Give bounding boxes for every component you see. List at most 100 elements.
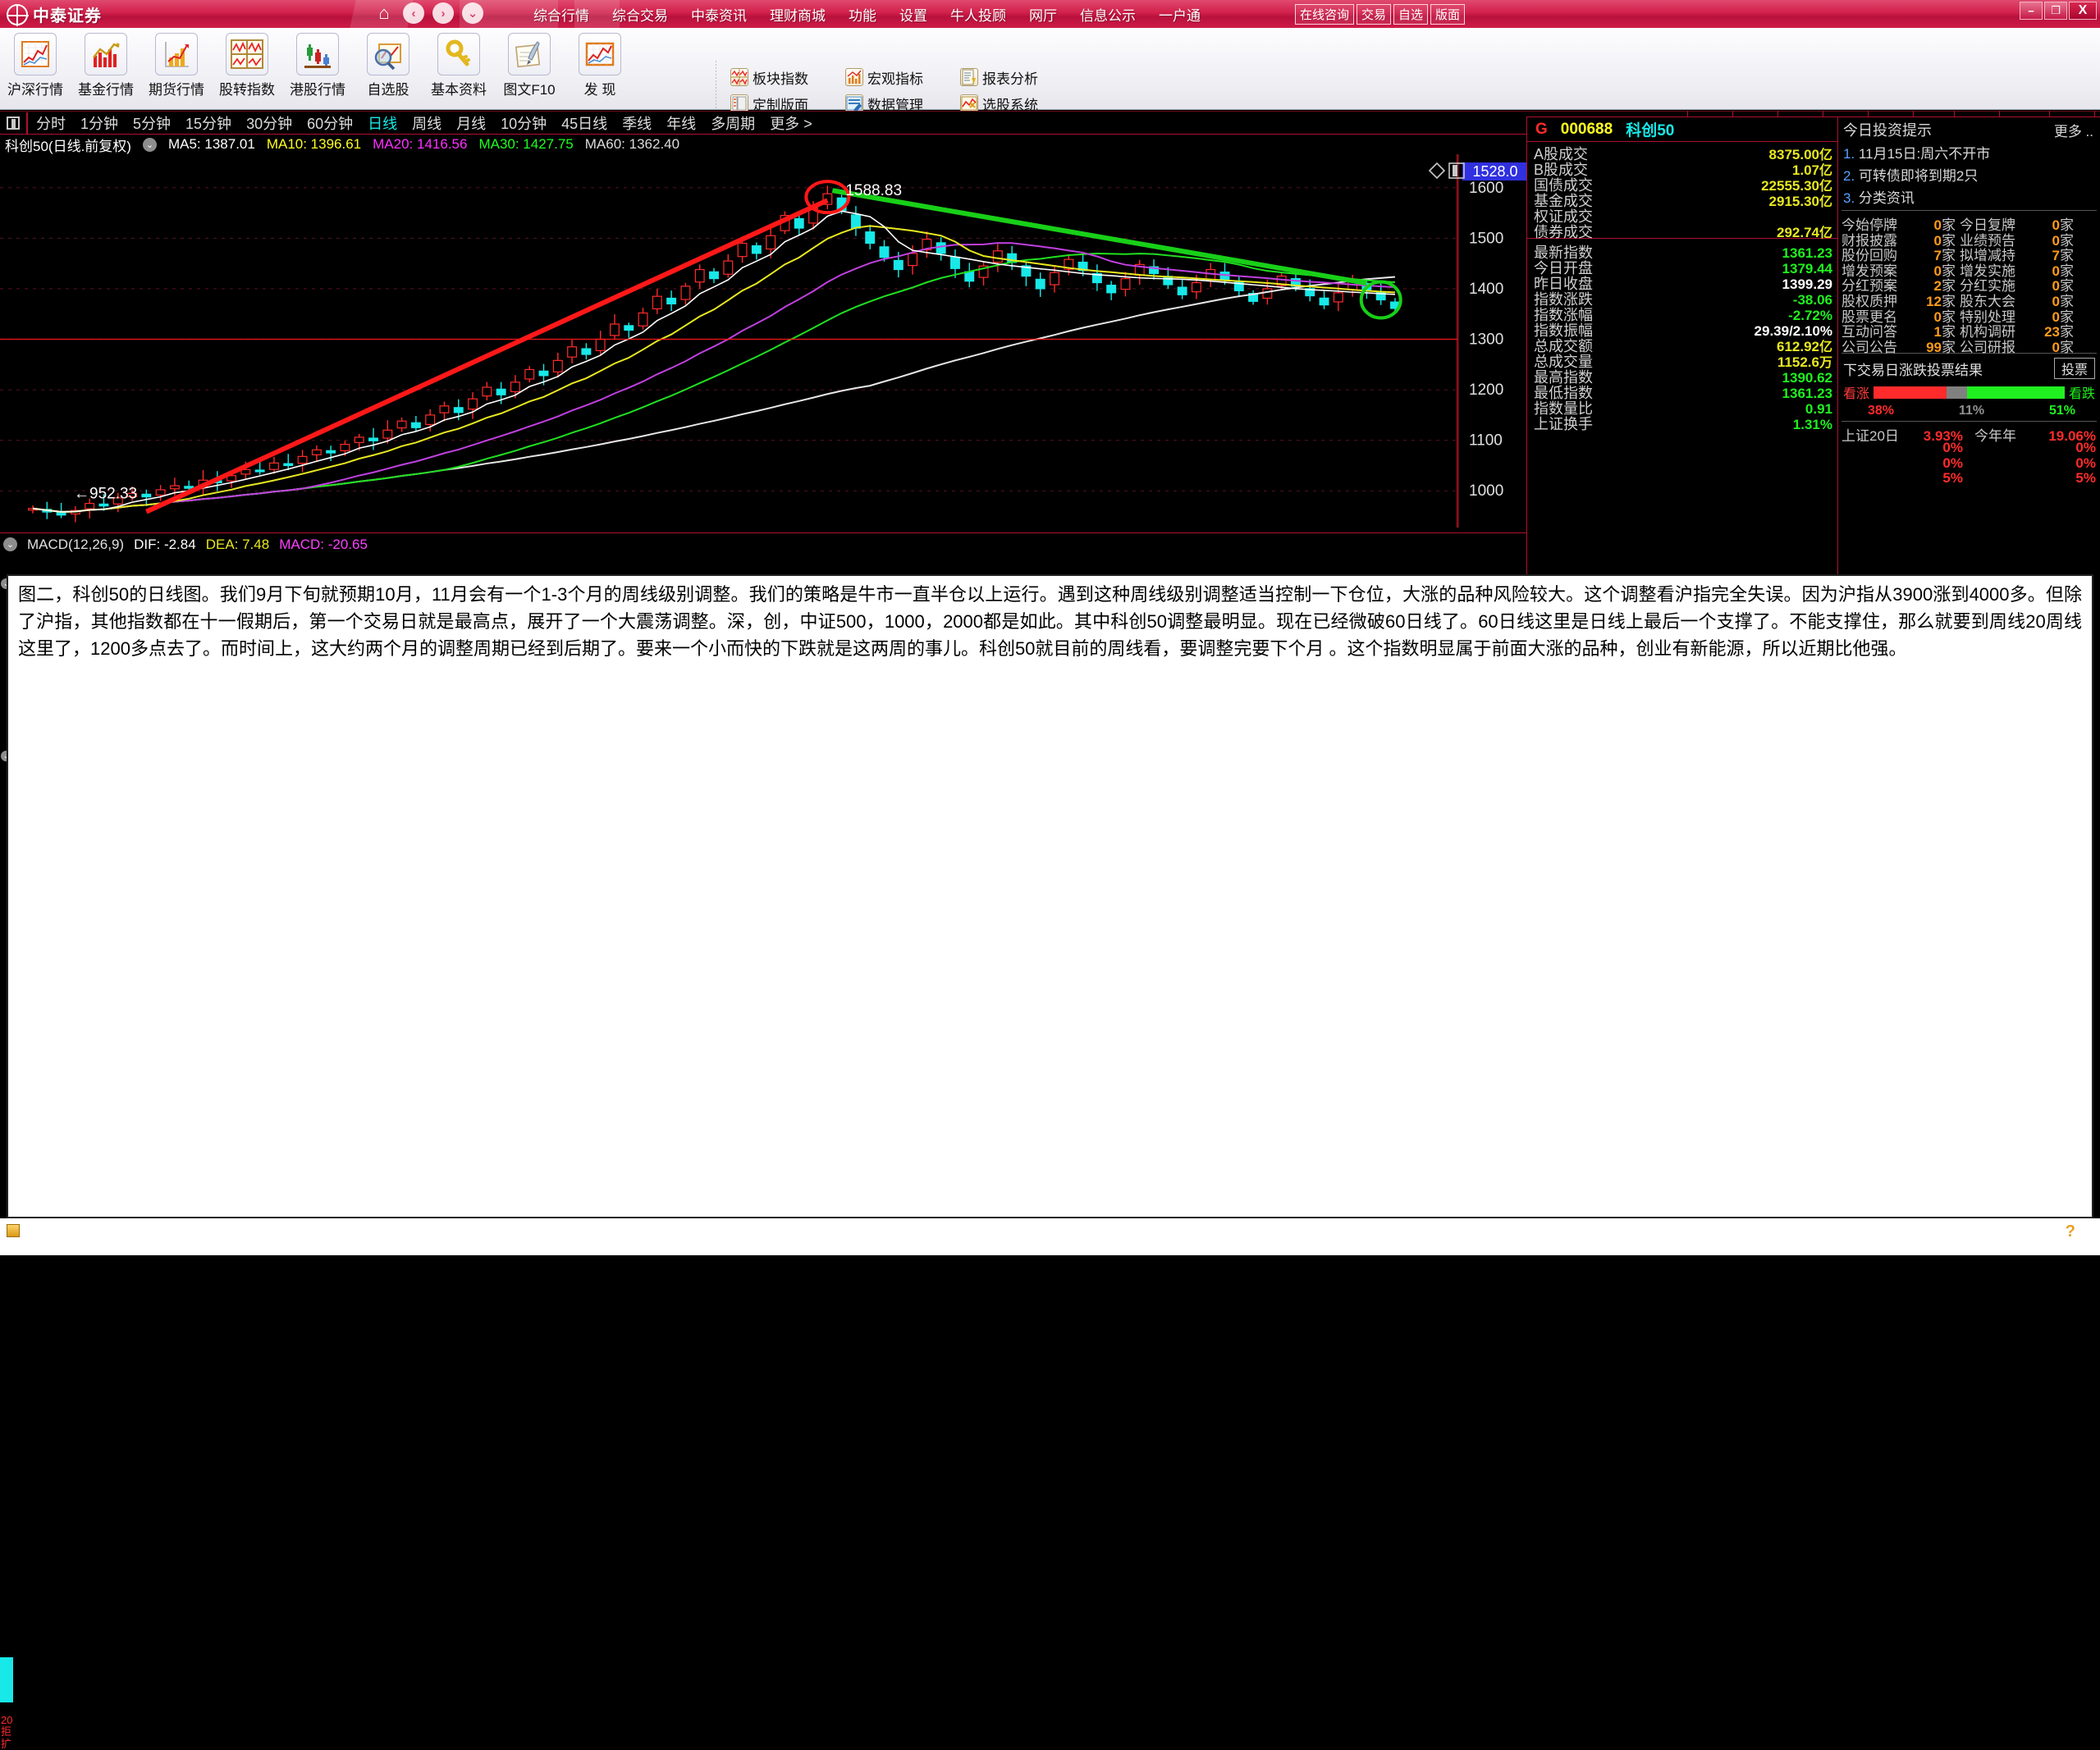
toolbar-item-neeq[interactable]: 股转指数 [212,33,282,98]
extra-stat-value: 5% [2047,470,2096,487]
menu-item-0[interactable]: 综合行情 [533,4,589,25]
index-code: 000688 [1561,121,1613,139]
mini-item-label: 宏观指标 [867,67,923,88]
tip-item-2[interactable]: 2. 可转债即将到期2只 [1838,163,2100,185]
toolbar-item-hk[interactable]: 港股行情 [282,33,353,98]
app-tray-icon[interactable] [7,1224,20,1237]
mini-item-sector-index[interactable]: 板块指数 [730,67,845,88]
toolbar-item-fund[interactable]: 基金行情 [71,33,141,98]
tip-item-3[interactable]: 3. 分类资讯 [1838,185,2100,208]
chart-title: 科创50(日线.前复权) [5,135,131,155]
menu-item-8[interactable]: 信息公示 [1080,4,1136,25]
extra-stat-label: 今年年 [1974,424,2047,445]
period-tab-30min[interactable]: 30分钟 [246,112,292,134]
svg-text:1100: 1100 [1469,432,1503,450]
menu-item-2[interactable]: 中泰资讯 [691,4,747,25]
vote-down-label: 看跌 [2069,382,2095,402]
tip-number: 1. [1843,146,1855,162]
svg-text:←952.33: ←952.33 [74,485,137,502]
mini-item-report-analysis[interactable]: 报表分析 [960,67,1075,88]
mini-item-macro-index[interactable]: 宏观指标 [845,67,960,88]
period-tab-daily[interactable]: 日线 [368,112,397,134]
tips-more-link[interactable]: 更多 .. [2054,120,2093,140]
menu-item-4[interactable]: 功能 [849,4,876,25]
index-stat-value: 1361.23 [1782,386,1832,402]
forward-icon[interactable]: › [432,2,454,24]
market-stats-grid: 今始停牌 0 家今日复牌 0 家财报披露 0 家业绩预告 0 家股份回购 7 家拟增减持 7 家增发预案… [1838,213,2100,350]
extra-stat-row: 5% 5% [1842,470,2097,486]
key-icon [437,33,480,75]
period-tab-1min[interactable]: 1分钟 [80,112,118,134]
toolbar-label: 基金行情 [71,78,141,98]
macd-name: MACD(12,26,9) [27,537,124,553]
period-tab-yearly[interactable]: 年线 [666,112,696,134]
period-tab-45day[interactable]: 45日线 [561,112,607,134]
side-red-text: 20 拒扩 [1,1715,12,1750]
down-icon[interactable]: ⌄ [462,2,483,24]
quick-button-trade[interactable]: 交易 [1357,4,1391,25]
period-tab-monthly[interactable]: 月线 [456,112,486,134]
vote-up-pct: 38% [1868,404,1894,418]
question-mark-icon[interactable]: ? [2066,1222,2075,1241]
price-plot[interactable]: 1000 1100 1200 1300 1400 1500 1600 1588.83 ←95… [0,154,1526,528]
quick-button-layout[interactable]: 版面 [1430,4,1465,25]
extra-stat-value: 0% [1914,440,1963,456]
close-button[interactable]: X [2069,2,2097,20]
back-icon[interactable]: ‹ [403,2,424,24]
toolbar-label: 股转指数 [212,78,282,98]
quick-button-watchlist[interactable]: 自选 [1393,4,1428,25]
toolbar-item-watchlist[interactable]: 自选股 [353,33,423,98]
maximize-button[interactable]: ❐ [2044,2,2067,20]
vote-button[interactable]: 投票 [2054,358,2095,379]
tip-text: 11月15日:周六不开市 [1859,146,1990,162]
macd-header: ⌄ MACD(12,26,9) DIF: -2.84 DEA: 7.48 MAC… [0,532,1526,555]
svg-text:1588.83: 1588.83 [845,182,902,199]
period-tab-quarterly[interactable]: 季线 [622,112,652,134]
chart-panel[interactable]: 科创50(日线.前复权) ⌄ MA5: 1387.01 MA10: 1396.6… [0,134,1526,574]
index-stat-value: 1399.29 [1782,276,1832,293]
home-icon[interactable]: ⌂ [373,2,395,24]
analysis-article: 图二，科创50的日线图。我们9月下旬就预期10月，11月会有一个1-3个月的周线… [7,574,2093,1218]
index-tag: G [1535,121,1548,139]
market-stat-count: 1 [1914,324,1942,340]
period-tab-weekly[interactable]: 周线 [412,112,442,134]
toolbar-item-basic-info[interactable]: 基本资料 [423,33,494,98]
menu-item-1[interactable]: 综合交易 [612,4,668,25]
menu-item-9[interactable]: 一户通 [1159,4,1201,25]
vote-up-label: 看涨 [1843,382,1869,402]
period-tab-multi[interactable]: 多周期 [711,112,755,134]
period-tab-fenshi[interactable]: 分时 [36,112,66,134]
left-strip: ⌄ ⌄ 20拒扩 [0,574,7,1255]
period-tab-5min[interactable]: 5分钟 [133,112,171,134]
line-chart-icon [14,33,57,75]
period-tab-10min[interactable]: 10分钟 [501,112,547,134]
minimize-button[interactable]: − [2020,2,2043,20]
toolbar-item-discover[interactable]: 发 现 [565,33,635,98]
menu-item-6[interactable]: 牛人投顾 [950,4,1006,25]
index-name: 科创50 [1626,118,1674,140]
index-info-header: G 000688 科创50 [1527,117,1837,142]
vote-header: 下交易日涨跌投票结果 投票 [1838,356,2100,381]
candles-icon [296,33,339,75]
macro-index-icon [845,68,863,86]
index-stat-key: 上证换手 [1534,413,1593,434]
chevron-down-icon[interactable]: ⌄ [3,537,17,551]
period-tab-15min[interactable]: 15分钟 [185,112,231,134]
menu-item-7[interactable]: 网厅 [1029,4,1057,25]
period-tab-60min[interactable]: 60分钟 [307,112,353,134]
toolbar: 沪深行情 基金行情 期货行情 股转指数 港股行情 自选股 基本资料 [0,28,2100,110]
layout-icon [730,94,748,112]
chevron-down-icon[interactable]: ⌄ [143,138,157,152]
menu-item-5[interactable]: 设置 [899,4,927,25]
pen-paper-icon [508,33,551,75]
tip-item-1[interactable]: 1. 11月15日:周六不开市 [1838,141,2100,163]
panel-toggle-icon[interactable] [7,117,20,130]
toolbar-item-hushen[interactable]: 沪深行情 [0,33,71,98]
period-tab-more[interactable]: 更多 > [770,112,812,134]
market-stat-count: 0 [2032,294,2060,310]
index-stats-bottom: 最新指数 1361.23 今日开盘 1379.44 昨日收盘 1399.29 指数涨跌 -38… [1527,240,1837,428]
toolbar-item-f10[interactable]: 图文F10 [494,33,565,98]
menu-item-3[interactable]: 理财商城 [770,4,826,25]
quick-button-online-consult[interactable]: 在线咨询 [1295,4,1354,25]
toolbar-item-futures[interactable]: 期货行情 [141,33,212,98]
